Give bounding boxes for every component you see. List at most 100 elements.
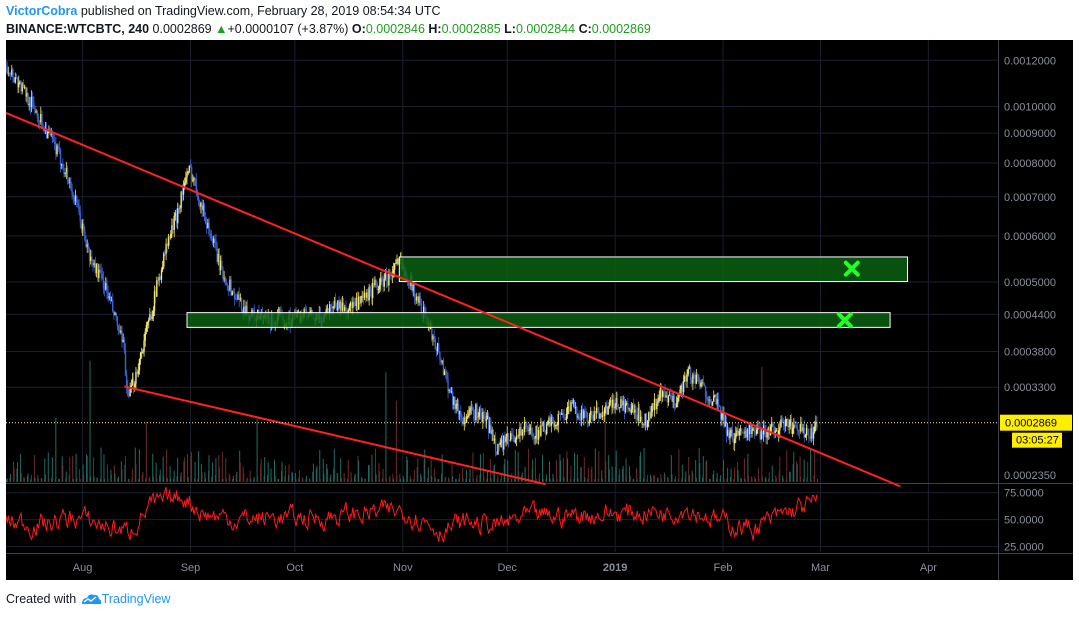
candle-body <box>396 260 398 264</box>
candle-body <box>648 412 650 421</box>
candle-body <box>626 403 628 405</box>
candle-body <box>30 96 33 108</box>
candle-body <box>114 312 116 316</box>
candle-body <box>152 310 155 317</box>
volume-bar <box>83 475 85 482</box>
candle-body <box>795 424 797 426</box>
candle-body <box>8 72 11 75</box>
volume-bar <box>287 475 289 482</box>
candle-body <box>351 302 353 309</box>
volume-bar <box>221 451 223 482</box>
candle-body <box>203 205 206 218</box>
candle-body <box>661 391 664 398</box>
tradingview-link[interactable]: TradingView <box>101 592 171 606</box>
volume-bar <box>402 476 404 482</box>
candle-body <box>199 200 201 207</box>
volume-bar <box>72 456 74 482</box>
volume-bar <box>120 461 122 482</box>
candle-body <box>487 415 490 433</box>
candle-body <box>41 113 43 128</box>
candle-body <box>660 388 663 398</box>
volume-bar <box>364 478 366 482</box>
author-link[interactable]: VictorCobra <box>6 4 78 18</box>
volume-bar <box>483 477 485 482</box>
volume-bar <box>58 478 60 482</box>
volume-bar <box>786 450 788 482</box>
candle-body <box>659 388 662 398</box>
candle-body <box>116 316 119 327</box>
candle-body <box>29 103 32 108</box>
volume-bar <box>10 473 12 482</box>
volume-bar <box>660 478 662 482</box>
candle-body <box>54 141 56 144</box>
candle-body <box>664 391 666 398</box>
candle-body <box>207 222 209 229</box>
volume-bar <box>294 472 296 482</box>
candle-body <box>74 196 77 202</box>
candle-body <box>332 306 334 309</box>
candle-body <box>245 305 247 316</box>
candle-body <box>432 336 434 340</box>
volume-bar <box>218 455 220 482</box>
candle-body <box>76 196 78 203</box>
volume-bar <box>430 456 432 482</box>
candle-body <box>93 262 95 266</box>
candle-body <box>16 77 19 88</box>
candle-body <box>216 248 218 262</box>
candle-body <box>388 271 390 286</box>
price-chart[interactable]: Aug Sep Oct Nov Dec 2019 Feb Mar Apr 0.0012000 0.0… <box>6 40 1073 580</box>
candle-body <box>643 424 645 426</box>
volume-bar <box>152 476 154 482</box>
candle-body <box>779 426 781 431</box>
candle-body <box>810 428 812 439</box>
candle-body <box>142 351 144 353</box>
candle-body <box>600 414 602 418</box>
volume-bar <box>681 464 683 482</box>
candle-body <box>801 423 803 431</box>
candle-body <box>334 300 337 307</box>
volume-bar <box>427 478 429 482</box>
candle-body <box>337 300 339 311</box>
current-price-label: 0.0002869 <box>1005 418 1057 430</box>
volume-bar <box>319 450 321 482</box>
volume-bar <box>222 478 224 482</box>
candle-body <box>223 277 225 279</box>
candle-body <box>506 433 508 438</box>
volume-bar <box>615 467 617 482</box>
volume-bar <box>458 478 460 482</box>
candle-body <box>796 425 798 430</box>
candle-body <box>352 301 354 309</box>
candle-body <box>212 238 215 243</box>
volume-bar <box>514 479 516 482</box>
candle-body <box>456 403 459 405</box>
volume-bar <box>729 477 731 482</box>
volume-bar <box>597 478 599 482</box>
candle-body <box>613 399 615 409</box>
candle-body <box>360 296 362 304</box>
candle-body <box>518 435 520 436</box>
candle-body <box>503 435 505 450</box>
candle-body <box>728 429 730 439</box>
candle-body <box>442 360 445 375</box>
candle-body <box>463 417 465 425</box>
volume-bar <box>201 472 203 482</box>
volume-bar <box>584 477 586 482</box>
candle-body <box>605 405 607 409</box>
volume-bar <box>145 421 147 482</box>
volume-bar <box>455 478 457 482</box>
volume-bar <box>633 478 635 482</box>
volume-bar <box>40 477 42 482</box>
candle-body <box>649 412 651 419</box>
candle-body <box>9 74 12 76</box>
ohlc-line: BINANCE:WTCBTC, 240 0.0002869 ▲+0.000010… <box>6 22 651 36</box>
volume-bar <box>16 468 18 482</box>
candle-body <box>700 383 702 387</box>
volume-bar <box>587 467 589 482</box>
volume-bar <box>103 454 105 482</box>
candle-body <box>36 111 39 117</box>
candle-body <box>765 431 767 438</box>
candle-body <box>49 130 51 135</box>
candle-body <box>91 256 93 260</box>
volume-bar <box>601 478 603 482</box>
candle-body <box>718 405 721 407</box>
